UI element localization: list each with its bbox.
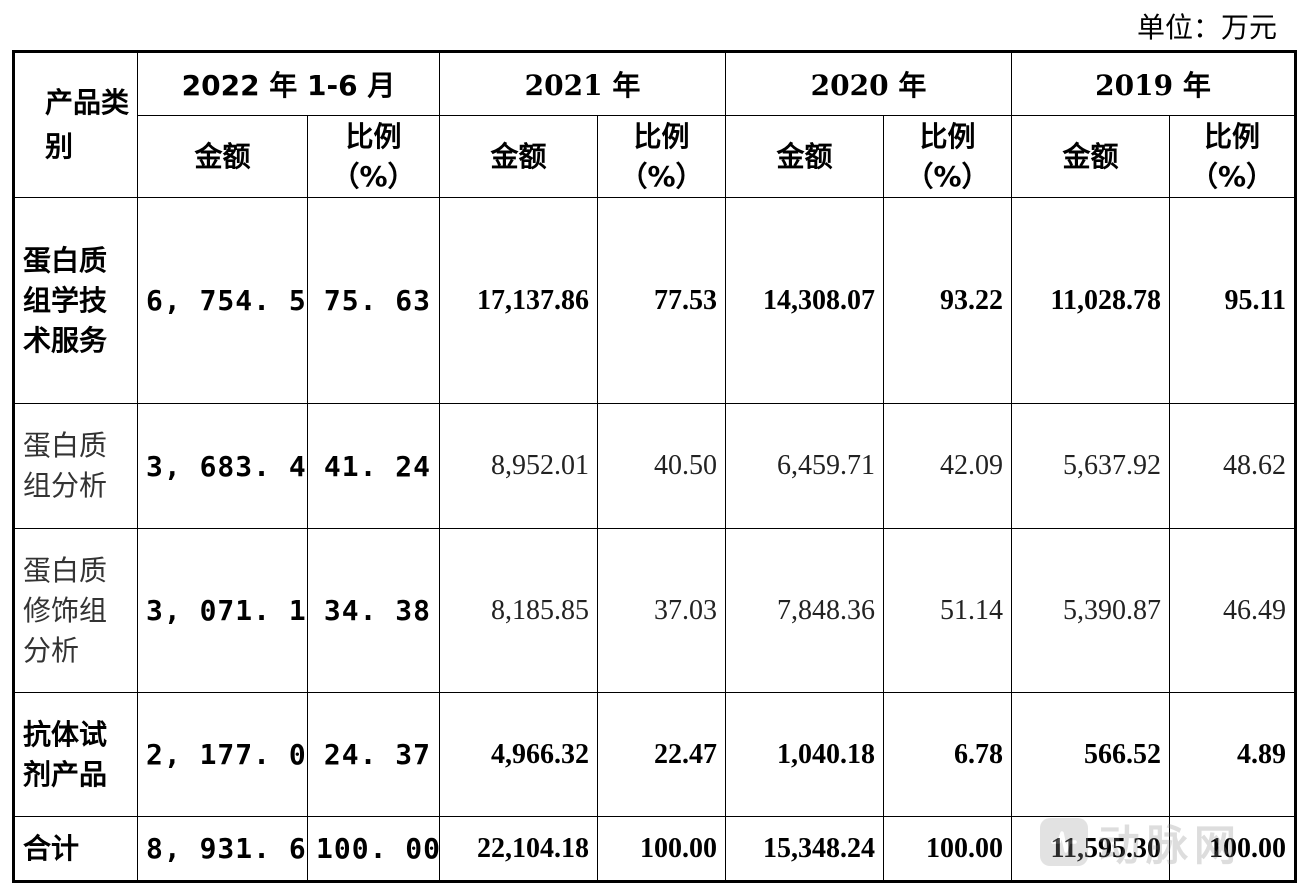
ratio-header: 比例（%）: [883, 115, 1013, 198]
cell-ratio-2022h1: 24. 37: [306, 692, 441, 817]
cell-amount-2020: 1,040.18: [725, 692, 885, 817]
table-row: 蛋白质修饰组分析 3, 071. 12 34. 38 8,185.85 37.0…: [13, 528, 1297, 693]
table-row-total: 合计 8, 931. 62 100. 00 22,104.18 100.00 1…: [13, 816, 1297, 882]
cell-ratio-2019: 48.62: [1169, 403, 1297, 529]
cell-amount-2019: 566.52: [1011, 692, 1171, 817]
cell-amount-2020: 15,348.24: [725, 816, 885, 882]
cell-amount-2021: 4,966.32: [439, 692, 599, 817]
amount-header: 金额: [725, 115, 885, 198]
cell-ratio-2021: 40.50: [597, 403, 727, 529]
cell-ratio-2020: 100.00: [883, 816, 1013, 882]
header-row-metrics: 金额 比例（%） 金额 比例（%） 金额 比例（%） 金额 比例（%）: [14, 115, 1297, 198]
cell-ratio-2021: 37.03: [597, 528, 727, 693]
cell-ratio-2022h1: 100. 00: [306, 816, 441, 882]
cell-amount-2020: 6,459.71: [725, 403, 885, 529]
cell-amount-2022h1: 6, 754. 56: [137, 197, 308, 404]
cell-ratio-2022h1: 75. 63: [306, 197, 441, 404]
cell-ratio-2021: 22.47: [597, 692, 727, 817]
ratio-header: 比例（%）: [1169, 115, 1297, 198]
unit-label: 单位：万元: [1136, 11, 1277, 44]
cell-ratio-2022h1: 41. 24: [306, 403, 441, 529]
period-header-2022h1: 2022 年 1-6 月: [136, 51, 441, 116]
row-category: 合计: [13, 816, 138, 882]
ratio-header: 比例（%）: [597, 115, 727, 198]
cell-ratio-2020: 51.14: [883, 528, 1013, 693]
cell-ratio-2020: 93.22: [883, 197, 1013, 404]
cell-ratio-2020: 6.78: [883, 692, 1013, 817]
period-header-2019: 2019 年: [1011, 51, 1297, 116]
cell-amount-2022h1: 2, 177. 06: [137, 692, 308, 817]
cell-amount-2021: 17,137.86: [439, 197, 599, 404]
cell-amount-2021: 8,185.85: [439, 528, 599, 693]
cell-ratio-2020: 42.09: [883, 403, 1013, 529]
amount-header: 金额: [137, 115, 308, 198]
header-row-periods: 产品类别 2022 年 1-6 月 2021 年 2020 年 2019 年: [13, 51, 1297, 198]
ratio-header: 比例（%）: [306, 115, 441, 198]
row-category: 抗体试剂产品: [13, 692, 138, 817]
amount-header: 金额: [439, 115, 599, 198]
cell-amount-2019: 11,028.78: [1011, 197, 1171, 404]
cell-amount-2019: 5,637.92: [1011, 403, 1171, 529]
cell-amount-2020: 14,308.07: [725, 197, 885, 404]
table-row: 蛋白质组学技术服务 6, 754. 56 75. 63 17,137.86 77…: [13, 197, 1297, 404]
table-row: 抗体试剂产品 2, 177. 06 24. 37 4,966.32 22.47 …: [13, 692, 1297, 817]
cell-amount-2020: 7,848.36: [725, 528, 885, 693]
amount-header: 金额: [1011, 115, 1171, 198]
cell-amount-2022h1: 8, 931. 62: [137, 816, 308, 882]
cell-ratio-2022h1: 34. 38: [306, 528, 441, 693]
cell-amount-2019: 5,390.87: [1011, 528, 1171, 693]
period-header-2020: 2020 年: [725, 51, 1013, 116]
cell-amount-2022h1: 3, 683. 44: [137, 403, 308, 529]
cell-ratio-2019: 100.00: [1169, 816, 1297, 882]
cell-ratio-2019: 46.49: [1169, 528, 1297, 693]
row-category: 蛋白质组分析: [13, 403, 138, 529]
table-row: 蛋白质组分析 3, 683. 44 41. 24 8,952.01 40.50 …: [13, 403, 1297, 529]
cell-ratio-2021: 77.53: [597, 197, 727, 404]
cell-ratio-2021: 100.00: [597, 816, 727, 882]
cell-ratio-2019: 95.11: [1169, 197, 1297, 404]
revenue-table: 产品类别 2022 年 1-6 月 2021 年 2020 年 2019 年 金…: [12, 50, 1298, 883]
row-category: 蛋白质修饰组分析: [13, 528, 138, 693]
row-category: 蛋白质组学技术服务: [13, 197, 138, 404]
cell-amount-2021: 22,104.18: [439, 816, 599, 882]
period-header-2021: 2021 年: [439, 51, 727, 116]
cell-amount-2022h1: 3, 071. 12: [137, 528, 308, 693]
category-header: 产品类别: [13, 51, 138, 198]
cell-ratio-2019: 4.89: [1169, 692, 1297, 817]
cell-amount-2021: 8,952.01: [439, 403, 599, 529]
cell-amount-2019: 11,595.30: [1011, 816, 1171, 882]
